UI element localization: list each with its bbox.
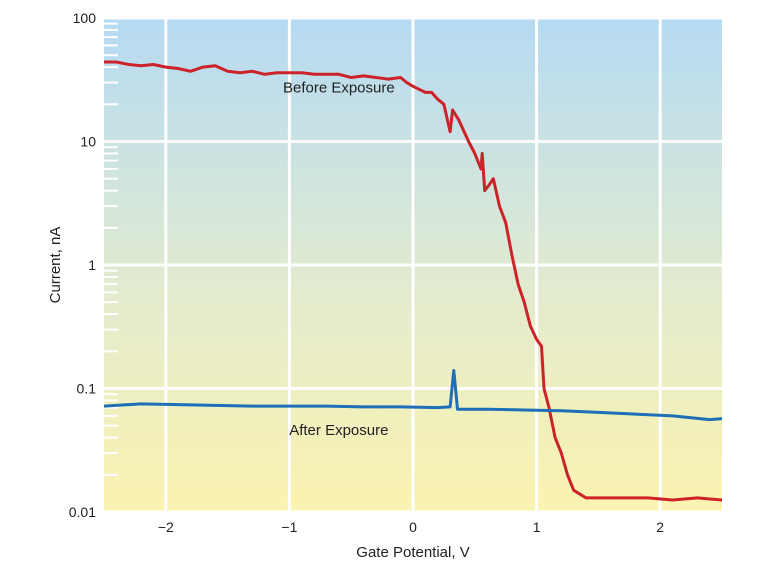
y-tick-label: 1 — [88, 257, 96, 273]
y-axis-title: Current, nA — [47, 227, 64, 304]
y-tick-labels: 100 10 1 0.1 0.01 — [69, 10, 96, 520]
x-tick-label: −1 — [281, 519, 297, 535]
series-annotation: Before Exposure — [283, 79, 395, 96]
x-axis-title: Gate Potential, V — [356, 544, 469, 561]
series-line-0 — [104, 60, 722, 502]
x-tick-label: 0 — [409, 519, 417, 535]
y-tick-label: 100 — [73, 10, 97, 26]
y-tick-label: 0.1 — [77, 381, 97, 397]
minor-ticks — [104, 22, 118, 476]
x-tick-label: 2 — [656, 519, 664, 535]
series-annotation: After Exposure — [289, 422, 388, 439]
grid — [104, 16, 722, 514]
y-tick-label: 10 — [80, 134, 96, 150]
x-tick-label: 1 — [533, 519, 541, 535]
y-tick-label: 0.01 — [69, 504, 96, 520]
x-tick-labels: −2 −1 0 1 2 — [158, 519, 664, 535]
annotations: Before Exposure After Exposure — [283, 79, 395, 439]
x-tick-label: −2 — [158, 519, 174, 535]
series-layer — [104, 60, 722, 502]
series-line-1 — [104, 369, 722, 422]
